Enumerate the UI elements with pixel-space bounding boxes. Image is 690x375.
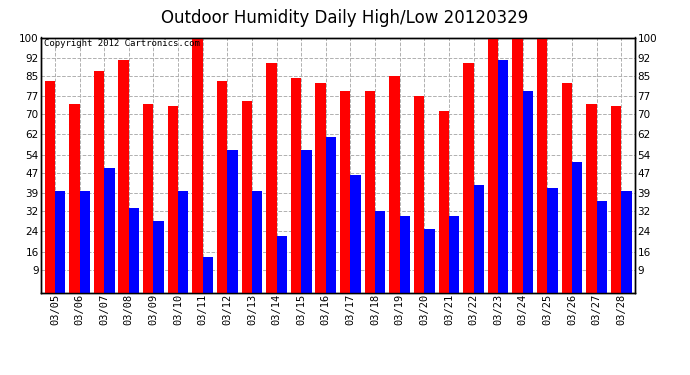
Bar: [290, 78, 301, 292]
Text: Copyright 2012 Cartronics.com: Copyright 2012 Cartronics.com: [44, 39, 200, 48]
Bar: [498, 60, 509, 292]
Bar: [351, 175, 361, 292]
Bar: [572, 162, 582, 292]
Bar: [227, 150, 237, 292]
Bar: [400, 216, 410, 292]
Bar: [153, 221, 164, 292]
Bar: [488, 38, 498, 292]
Bar: [424, 229, 435, 292]
Bar: [463, 63, 473, 292]
Bar: [143, 104, 153, 292]
Bar: [55, 190, 66, 292]
Bar: [389, 76, 400, 292]
Bar: [94, 70, 104, 292]
Bar: [537, 38, 547, 292]
Bar: [178, 190, 188, 292]
Bar: [241, 101, 252, 292]
Bar: [375, 211, 386, 292]
Bar: [45, 81, 55, 292]
Bar: [473, 185, 484, 292]
Bar: [449, 216, 460, 292]
Bar: [129, 209, 139, 292]
Bar: [523, 91, 533, 292]
Bar: [439, 111, 449, 292]
Bar: [277, 236, 287, 292]
Bar: [193, 38, 203, 292]
Bar: [586, 104, 597, 292]
Bar: [513, 38, 523, 292]
Bar: [69, 104, 79, 292]
Bar: [597, 201, 607, 292]
Bar: [621, 190, 631, 292]
Bar: [365, 91, 375, 292]
Text: Outdoor Humidity Daily High/Low 20120329: Outdoor Humidity Daily High/Low 20120329: [161, 9, 529, 27]
Bar: [562, 83, 572, 292]
Bar: [168, 106, 178, 292]
Bar: [611, 106, 621, 292]
Bar: [217, 81, 227, 292]
Bar: [301, 150, 311, 292]
Bar: [414, 96, 424, 292]
Bar: [547, 188, 558, 292]
Bar: [203, 257, 213, 292]
Bar: [104, 168, 115, 292]
Bar: [315, 83, 326, 292]
Bar: [79, 190, 90, 292]
Bar: [266, 63, 277, 292]
Bar: [119, 60, 129, 292]
Bar: [326, 137, 336, 292]
Bar: [252, 190, 262, 292]
Bar: [340, 91, 351, 292]
